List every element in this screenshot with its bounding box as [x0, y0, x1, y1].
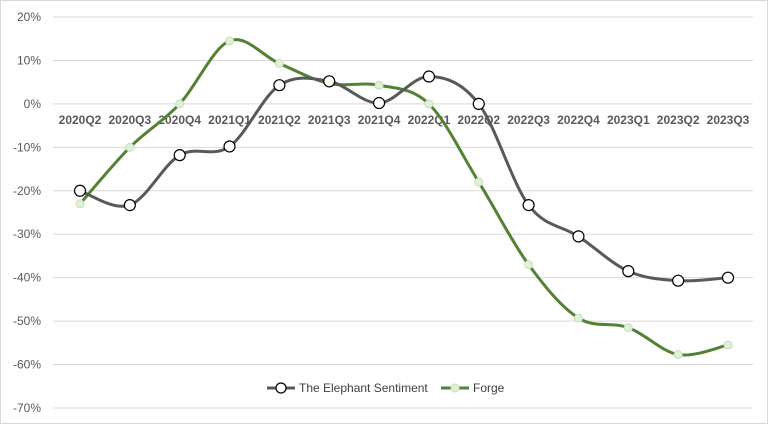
y-tick-label: -30%	[13, 227, 41, 241]
legend-label: The Elephant Sentiment	[299, 381, 428, 395]
data-point	[274, 58, 284, 68]
y-tick-label: 10%	[17, 53, 41, 67]
x-tick-label: 2021Q2	[258, 113, 301, 127]
data-point	[474, 177, 484, 187]
data-point	[472, 97, 485, 110]
data-point	[223, 140, 236, 153]
legend-item: The Elephant Sentiment	[267, 381, 428, 395]
x-tick-label: 2022Q4	[557, 113, 600, 127]
gridlines	[53, 16, 753, 409]
data-point	[573, 313, 583, 323]
data-point	[672, 274, 685, 287]
data-point	[522, 199, 535, 212]
data-point	[723, 340, 733, 350]
x-axis: 2020Q2 2020Q3 2020Q4 2021Q1 2021Q2 2021Q3 2021…	[59, 113, 750, 127]
y-tick-label: 20%	[17, 10, 41, 24]
data-point	[372, 96, 386, 110]
data-point	[374, 80, 384, 90]
x-tick-label: 2023Q2	[657, 113, 700, 127]
data-point	[273, 79, 286, 92]
x-tick-label: 2020Q3	[108, 113, 151, 127]
y-tick-label: 0%	[24, 97, 42, 111]
x-tick-label: 2020Q2	[59, 113, 102, 127]
data-point	[75, 199, 85, 209]
x-tick-label: 2020Q4	[158, 113, 201, 127]
data-point	[123, 199, 136, 212]
data-point	[424, 99, 434, 109]
data-point	[673, 350, 683, 360]
series-line	[78, 38, 730, 357]
data-point	[125, 142, 135, 152]
y-tick-label: -70%	[13, 401, 41, 415]
data-point	[623, 323, 633, 333]
x-tick-label: 2021Q1	[208, 113, 251, 127]
legend: The Elephant Sentiment Forge	[267, 381, 505, 395]
data-point	[173, 149, 186, 162]
data-point	[572, 230, 585, 243]
x-tick-label: 2022Q3	[507, 113, 550, 127]
data-point	[175, 99, 185, 109]
series-markers	[73, 36, 735, 360]
legend-label: Forge	[473, 381, 505, 395]
legend-marker	[275, 382, 287, 394]
data-point	[73, 184, 87, 197]
x-tick-label: 2023Q3	[707, 113, 750, 127]
data-point	[225, 36, 235, 46]
data-point	[524, 260, 534, 270]
series-lines	[78, 38, 730, 357]
y-axis: 20% 10% 0% -10% -20% -30% -40% -50% -60% -70%	[13, 10, 41, 415]
y-tick-label: -60%	[13, 358, 41, 372]
data-point	[323, 75, 336, 88]
y-tick-label: -50%	[13, 314, 41, 328]
legend-item: Forge	[441, 381, 505, 395]
x-tick-label: 2021Q3	[308, 113, 351, 127]
x-tick-label: 2023Q1	[607, 113, 650, 127]
data-point	[721, 271, 735, 284]
legend-marker	[450, 383, 460, 393]
x-tick-label: 2022Q2	[457, 113, 500, 127]
data-point	[422, 70, 436, 83]
y-tick-label: -20%	[13, 184, 41, 198]
y-tick-label: -40%	[13, 271, 41, 285]
data-point	[622, 265, 635, 278]
y-tick-label: -10%	[13, 140, 41, 154]
x-tick-label: 2021Q4	[358, 113, 401, 127]
